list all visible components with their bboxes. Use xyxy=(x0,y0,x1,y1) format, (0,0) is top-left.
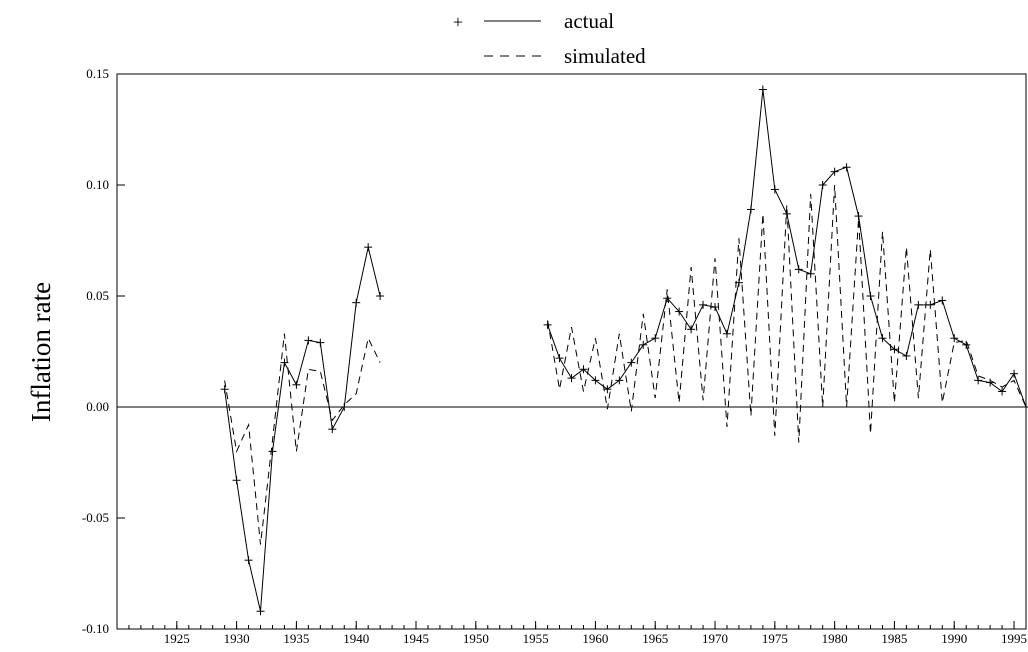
series-actual-line xyxy=(224,247,381,612)
series-actual-marker xyxy=(615,376,624,385)
series-actual-marker xyxy=(974,376,983,385)
x-tick-label: 1930 xyxy=(224,631,250,646)
series-actual-marker xyxy=(806,269,815,278)
x-tick-label: 1950 xyxy=(463,631,489,646)
x-minor-ticks xyxy=(116,625,1027,629)
series-actual-marker xyxy=(962,340,971,349)
legend-actual-marker: + xyxy=(453,12,463,32)
series-actual-marker xyxy=(304,336,313,345)
series-actual-marker xyxy=(268,447,277,456)
series-actual-marker xyxy=(639,340,648,349)
series-actual-marker xyxy=(567,374,576,383)
series-actual-marker xyxy=(579,365,588,374)
series-actual-marker xyxy=(675,307,684,316)
x-tick-label: 1935 xyxy=(283,631,309,646)
x-tick-label: 1945 xyxy=(403,631,429,646)
y-tick-label: 0.05 xyxy=(86,288,109,303)
x-tick-label: 1960 xyxy=(582,631,608,646)
legend-actual-label: actual xyxy=(564,9,614,33)
series-actual-marker xyxy=(663,294,672,303)
series-actual-marker xyxy=(292,380,301,389)
series-actual-marker xyxy=(722,329,731,338)
series-actual-marker xyxy=(854,212,863,221)
series-actual-marker xyxy=(232,476,241,485)
series-actual-marker xyxy=(914,300,923,309)
series-actual-marker xyxy=(256,607,265,616)
y-tick-label: -0.10 xyxy=(82,621,109,636)
series-actual-marker xyxy=(746,205,755,214)
x-tick-label: 1975 xyxy=(762,631,788,646)
series-actual-marker xyxy=(340,403,349,411)
series-actual-marker xyxy=(1010,369,1019,378)
y-axis-label: Inflation rate xyxy=(26,282,56,422)
series-actual-marker xyxy=(699,300,708,309)
series-actual-marker xyxy=(364,243,373,252)
series-actual-marker xyxy=(687,325,696,334)
series-actual-marker xyxy=(328,425,337,434)
series-actual-marker xyxy=(794,265,803,274)
series-actual-marker xyxy=(926,300,935,309)
plot-frame xyxy=(116,73,1027,630)
x-tick-label: 1940 xyxy=(343,631,369,646)
series-actual-marker xyxy=(376,292,385,300)
x-tick-label: 1925 xyxy=(164,631,190,646)
series-actual-marker xyxy=(220,385,229,394)
x-tick-label: 1985 xyxy=(881,631,907,646)
series-actual-marker xyxy=(878,334,887,343)
series-actual-marker xyxy=(316,338,325,347)
y-tick-label: 0.10 xyxy=(86,177,109,192)
y-tick-label: 0.00 xyxy=(86,399,109,414)
y-tick-label: 0.15 xyxy=(86,66,109,81)
series-actual-marker xyxy=(244,556,253,565)
series-actual-marker xyxy=(591,376,600,385)
series-actual-marker xyxy=(758,85,767,94)
series-simulated-line xyxy=(547,184,1027,443)
series-actual-marker xyxy=(998,387,1007,396)
series-actual-line xyxy=(547,89,1027,408)
legend: + actual simulated xyxy=(453,9,646,68)
series-actual-marker xyxy=(1022,403,1028,411)
series-actual-marker xyxy=(986,378,995,387)
series-actual-marker xyxy=(938,296,947,305)
series-actual-marker xyxy=(818,181,827,189)
series-actual-marker xyxy=(651,334,660,343)
y-tick-label: -0.05 xyxy=(82,510,109,525)
x-tick-label: 1980 xyxy=(822,631,848,646)
legend-simulated-label: simulated xyxy=(564,44,646,68)
x-tick-label: 1990 xyxy=(941,631,967,646)
x-tick-label: 1955 xyxy=(523,631,549,646)
series-actual-marker xyxy=(770,185,779,194)
series-actual-marker xyxy=(902,351,911,360)
series-actual-marker xyxy=(603,385,612,394)
series-actual-marker xyxy=(950,334,959,343)
x-tick-label: 1965 xyxy=(642,631,668,646)
x-tick-label: 1970 xyxy=(702,631,728,646)
x-tick-label: 1995 xyxy=(1001,631,1027,646)
series-actual-marker xyxy=(555,354,564,363)
series-actual-marker xyxy=(627,358,636,367)
series-actual-marker xyxy=(352,298,361,307)
series-actual-marker xyxy=(866,292,875,300)
series-actual-marker xyxy=(830,167,839,176)
series-simulated-line xyxy=(224,333,381,545)
series-actual-marker xyxy=(890,345,899,354)
series-actual-marker xyxy=(842,163,851,172)
series-actual-marker xyxy=(711,303,720,312)
